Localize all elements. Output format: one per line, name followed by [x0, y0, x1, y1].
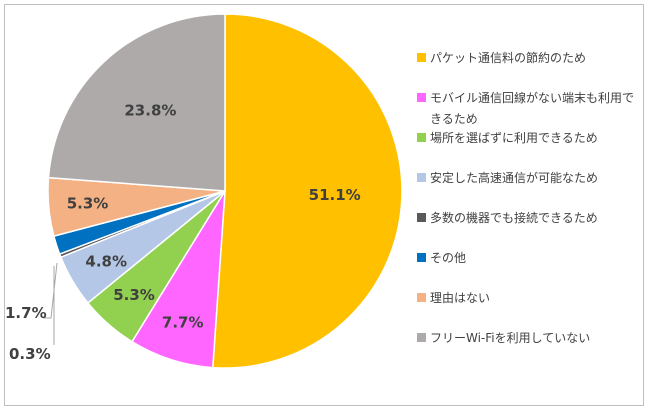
legend-swatch [417, 293, 426, 302]
legend-label: その他 [430, 251, 466, 265]
legend-swatch [417, 93, 426, 102]
pie-slice [211, 13, 403, 369]
slice-labels: 51.1% 7.7% 5.3% 4.8% 0.3% 1.7% 5.3% 23.8% [5, 102, 361, 364]
leader-line [43, 262, 58, 319]
pie-slices [47, 13, 403, 369]
slice-data-label: 4.8% [85, 252, 127, 270]
legend-label: フリーWi-Fiを利用していない [430, 331, 590, 345]
chart-frame: 51.1% 7.7% 5.3% 4.8% 0.3% 1.7% 5.3% 23.8% パケット通… [4, 4, 644, 406]
legend-swatch [417, 333, 426, 342]
legend: パケット通信料の節約のためモバイル通信回線がない端末も利用できるため場所を選ばず… [417, 50, 634, 345]
slice-data-label: 5.3% [67, 195, 109, 213]
legend-label: 場所を選ばずに利用できるため [430, 131, 598, 145]
legend-swatch [417, 133, 426, 142]
slice-data-label: 51.1% [309, 186, 361, 204]
pie-slice [47, 13, 226, 192]
legend-label: 多数の機器でも接続できるため [430, 210, 598, 225]
legend-label: 理由はない [430, 291, 490, 305]
legend-label: モバイル通信回線がない端末も利用で [430, 90, 634, 105]
legend-swatch [417, 53, 426, 62]
legend-swatch [417, 213, 426, 222]
slice-data-label: 7.7% [162, 313, 204, 331]
legend-swatch [417, 253, 426, 262]
pie-chart: 51.1% 7.7% 5.3% 4.8% 0.3% 1.7% 5.3% 23.8% パケット通… [5, 13, 634, 369]
slice-data-label: 5.3% [113, 286, 155, 304]
slice-data-label: 0.3% [9, 345, 51, 363]
legend-label: パケット通信料の節約のため [430, 50, 586, 65]
legend-label: 安定した高速通信が可能なため [430, 170, 598, 185]
legend-swatch [417, 173, 426, 182]
leader-lines [43, 262, 58, 345]
legend-label: きるため [430, 112, 478, 126]
slice-data-label: 1.7% [5, 304, 47, 322]
slice-data-label: 23.8% [124, 102, 176, 120]
